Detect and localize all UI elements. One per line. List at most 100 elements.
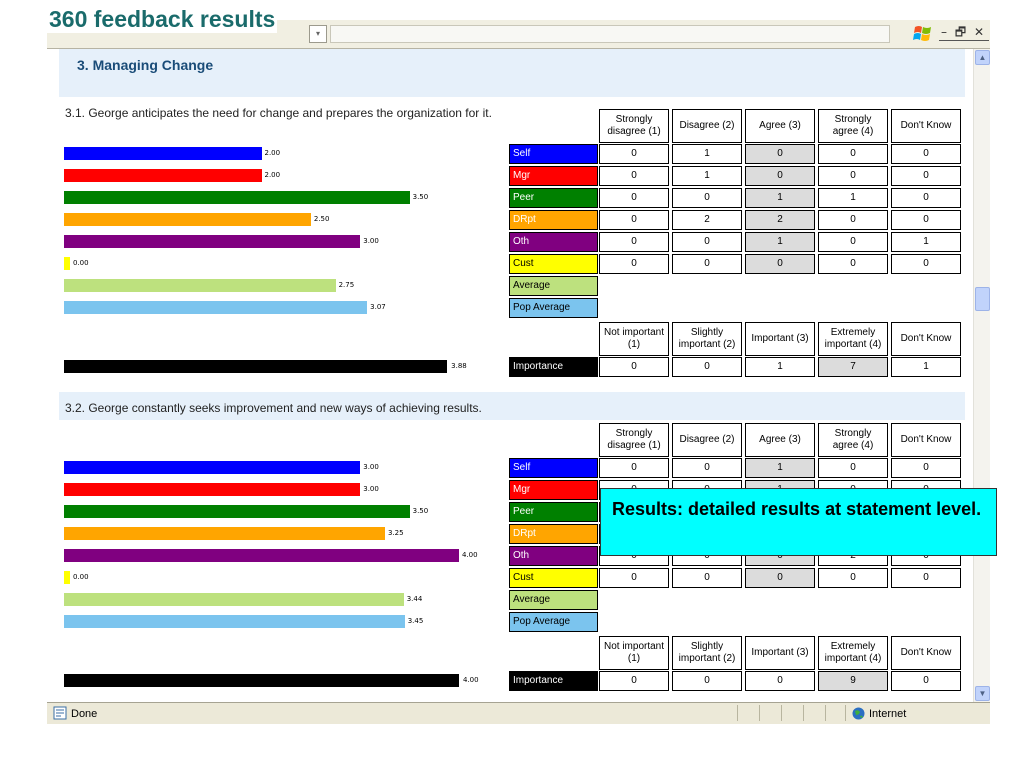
score-value: 3.07 bbox=[370, 303, 386, 311]
score-value: 3.44 bbox=[406, 595, 423, 603]
score-value: 2.75 bbox=[338, 281, 355, 289]
scroll-up-icon[interactable]: ▲ bbox=[975, 50, 990, 65]
window-controls-divider bbox=[939, 40, 989, 41]
importance-header: Don't Know bbox=[891, 636, 961, 670]
response-count: 0 bbox=[599, 568, 669, 588]
group-label: Oth bbox=[509, 232, 598, 252]
importance-count: 7 bbox=[818, 357, 888, 377]
response-count: 0 bbox=[745, 568, 815, 588]
score-bar bbox=[64, 615, 405, 628]
response-count: 0 bbox=[599, 166, 669, 186]
group-label: Pop Average bbox=[509, 298, 598, 318]
agreement-header: Strongly disagree (1) bbox=[599, 109, 669, 143]
score-bar bbox=[64, 505, 410, 518]
group-label: Pop Average bbox=[509, 612, 598, 632]
response-count: 0 bbox=[891, 568, 961, 588]
minimize-icon[interactable]: – bbox=[941, 25, 947, 39]
scroll-down-icon[interactable]: ▼ bbox=[975, 686, 990, 701]
score-bar bbox=[64, 527, 385, 540]
response-count: 0 bbox=[672, 568, 742, 588]
globe-icon bbox=[852, 707, 865, 720]
score-bar bbox=[64, 483, 361, 496]
slide-title: 360 feedback results bbox=[47, 6, 278, 33]
score-value: 3.00 bbox=[363, 485, 379, 493]
response-count: 2 bbox=[745, 210, 815, 230]
group-label: Peer bbox=[509, 502, 598, 522]
group-label: DRpt bbox=[509, 524, 598, 544]
response-count: 0 bbox=[672, 232, 742, 252]
status-separator bbox=[825, 705, 826, 721]
response-count: 0 bbox=[599, 254, 669, 274]
importance-label: Importance bbox=[509, 357, 598, 377]
response-count: 0 bbox=[818, 568, 888, 588]
callout-box: Results: detailed results at statement l… bbox=[600, 488, 997, 556]
importance-header: Slightly important (2) bbox=[672, 322, 742, 356]
response-count: 0 bbox=[745, 166, 815, 186]
importance-header: Extremely important (4) bbox=[818, 636, 888, 670]
group-label: Self bbox=[509, 458, 598, 478]
score-value: 0.00 bbox=[73, 259, 89, 267]
score-bar bbox=[64, 147, 262, 160]
response-count: 0 bbox=[818, 232, 888, 252]
status-separator bbox=[845, 705, 846, 721]
score-bar bbox=[64, 169, 262, 182]
page-done-icon bbox=[53, 706, 67, 720]
importance-value: 3.88 bbox=[451, 362, 467, 370]
importance-bar bbox=[64, 674, 459, 687]
toolbar-dropdown[interactable]: ▾ bbox=[309, 25, 327, 43]
status-bar: Done Internet bbox=[47, 702, 990, 724]
vertical-scrollbar[interactable]: ▲ ▼ bbox=[973, 49, 990, 702]
windows-logo-icon bbox=[913, 26, 931, 41]
zone-label: Internet bbox=[869, 708, 907, 720]
score-bar bbox=[64, 593, 404, 606]
group-label: Oth bbox=[509, 546, 598, 566]
response-count: 0 bbox=[599, 458, 669, 478]
agreement-header: Strongly disagree (1) bbox=[599, 423, 669, 457]
group-label: Mgr bbox=[509, 166, 598, 186]
response-count: 0 bbox=[672, 458, 742, 478]
importance-bar bbox=[64, 360, 448, 373]
importance-header: Important (3) bbox=[745, 322, 815, 356]
response-count: 0 bbox=[891, 166, 961, 186]
response-count: 0 bbox=[891, 254, 961, 274]
report-page: 3. Managing Change 3.1. George anticipat… bbox=[47, 49, 973, 702]
importance-count: 1 bbox=[891, 357, 961, 377]
score-value: 3.00 bbox=[363, 237, 379, 245]
agreement-header: Strongly agree (4) bbox=[818, 423, 888, 457]
score-value: 3.45 bbox=[407, 617, 424, 625]
close-icon[interactable]: ✕ bbox=[973, 25, 984, 39]
importance-header: Don't Know bbox=[891, 322, 961, 356]
score-bar bbox=[64, 571, 70, 584]
agreement-header: Don't Know bbox=[891, 109, 961, 143]
response-count: 0 bbox=[745, 254, 815, 274]
score-value: 3.00 bbox=[363, 463, 379, 471]
response-count: 0 bbox=[818, 144, 888, 164]
statement-header bbox=[59, 392, 965, 420]
status-separator bbox=[803, 705, 804, 721]
importance-count: 1 bbox=[745, 357, 815, 377]
status-separator bbox=[759, 705, 760, 721]
window-controls: – 🗗 ✕ bbox=[941, 23, 988, 44]
response-count: 0 bbox=[818, 458, 888, 478]
response-count: 0 bbox=[891, 210, 961, 230]
response-count: 0 bbox=[599, 188, 669, 208]
restore-icon[interactable]: 🗗 bbox=[954, 25, 967, 39]
score-value: 3.50 bbox=[412, 193, 429, 201]
response-count: 1 bbox=[672, 166, 742, 186]
address-bar[interactable] bbox=[330, 25, 890, 43]
response-count: 0 bbox=[599, 232, 669, 252]
statement-text: 3.1. George anticipates the need for cha… bbox=[65, 106, 492, 120]
response-count: 0 bbox=[745, 144, 815, 164]
response-count: 1 bbox=[891, 232, 961, 252]
score-bar bbox=[64, 213, 311, 226]
agreement-header: Agree (3) bbox=[745, 423, 815, 457]
importance-count: 0 bbox=[745, 671, 815, 691]
score-bar bbox=[64, 549, 459, 562]
response-count: 0 bbox=[672, 188, 742, 208]
status-separator bbox=[737, 705, 738, 721]
importance-header: Not important (1) bbox=[599, 636, 669, 670]
group-label: Cust bbox=[509, 568, 598, 588]
scroll-thumb[interactable] bbox=[975, 287, 990, 311]
importance-header: Extremely important (4) bbox=[818, 322, 888, 356]
response-count: 0 bbox=[818, 166, 888, 186]
